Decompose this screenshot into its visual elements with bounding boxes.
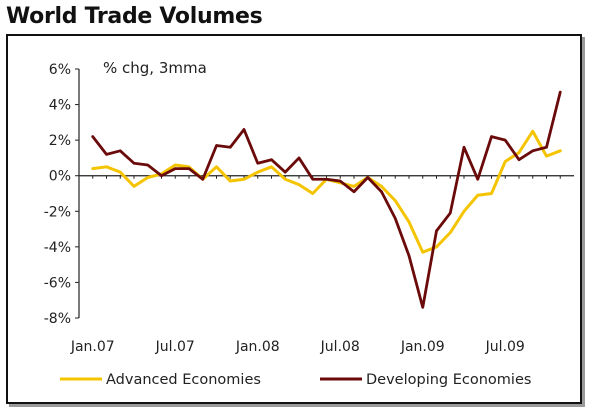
- data-point-developing-economies: [284, 170, 287, 174]
- line-chart: 6%4%2%0%-2%-4%-6%-8% Jan.07 Jul.07 Jan.08 J…: [44, 59, 574, 388]
- data-point-developing-economies: [407, 254, 411, 257]
- chart-series: [91, 90, 562, 309]
- data-point-developing-economies: [449, 211, 452, 215]
- chart-axes: [78, 69, 574, 318]
- data-point-advanced-economies: [146, 176, 149, 179]
- data-point-developing-economies: [297, 156, 301, 160]
- data-point-advanced-economies: [462, 210, 466, 213]
- data-point-developing-economies: [201, 178, 204, 181]
- y-tick-label: -6%: [44, 275, 71, 291]
- data-point-developing-economies: [531, 149, 534, 153]
- data-point-advanced-economies: [380, 185, 383, 188]
- data-point-developing-economies: [229, 146, 232, 149]
- data-point-developing-economies: [435, 229, 438, 233]
- x-tick-label: Jul.08: [320, 339, 360, 355]
- data-point-advanced-economies: [105, 165, 108, 169]
- data-point-advanced-economies: [270, 165, 273, 169]
- data-point-advanced-economies: [132, 185, 136, 188]
- y-tick-label: 4%: [49, 98, 71, 114]
- x-tick-label: Jul.07: [155, 339, 195, 355]
- chart-subtitle: % chg, 3mma: [103, 59, 207, 77]
- data-point-advanced-economies: [531, 130, 534, 133]
- data-point-advanced-economies: [242, 178, 246, 181]
- data-point-advanced-economies: [476, 194, 479, 197]
- x-tick-label: Jan.07: [70, 339, 115, 355]
- data-point-developing-economies: [105, 153, 108, 156]
- legend-label-advanced-economies: Advanced Economies: [106, 372, 261, 388]
- data-point-developing-economies: [325, 178, 328, 181]
- data-point-developing-economies: [421, 306, 424, 309]
- data-point-developing-economies: [119, 149, 122, 153]
- data-point-advanced-economies: [435, 245, 438, 249]
- data-point-developing-economies: [187, 167, 191, 170]
- data-point-advanced-economies: [174, 163, 177, 167]
- data-point-developing-economies: [559, 90, 562, 94]
- data-point-developing-economies: [160, 174, 163, 177]
- data-point-advanced-economies: [449, 231, 452, 234]
- y-tick-label: 2%: [49, 133, 71, 149]
- data-point-advanced-economies: [311, 192, 314, 195]
- chart-legend: Advanced Economies Developing Economies: [60, 372, 531, 388]
- data-point-developing-economies: [256, 162, 259, 165]
- data-point-advanced-economies: [559, 149, 562, 153]
- data-point-developing-economies: [242, 128, 246, 131]
- series-line-developing-economies: [91, 90, 562, 309]
- data-point-advanced-economies: [229, 179, 232, 183]
- data-point-developing-economies: [132, 162, 136, 165]
- chart-frame: 6% 4% 2% 0% -2% -4% -6% -8% Jan.07 Jul.07 Jan.08 J…: [6, 34, 582, 404]
- data-point-developing-economies: [504, 138, 507, 142]
- data-point-advanced-economies: [394, 199, 397, 202]
- y-tick-label: -2%: [44, 204, 71, 220]
- x-tick-label: Jan.09: [400, 339, 445, 355]
- data-point-advanced-economies: [407, 220, 411, 224]
- data-point-developing-economies: [339, 179, 342, 183]
- legend-label-developing-economies: Developing Economies: [366, 372, 531, 388]
- data-point-developing-economies: [352, 190, 356, 193]
- data-point-developing-economies: [91, 135, 94, 138]
- data-point-developing-economies: [462, 146, 466, 149]
- data-point-developing-economies: [517, 158, 521, 161]
- data-point-developing-economies: [311, 178, 314, 181]
- data-point-advanced-economies: [421, 250, 424, 254]
- data-point-developing-economies: [394, 217, 397, 220]
- data-point-advanced-economies: [352, 185, 356, 188]
- data-point-advanced-economies: [91, 167, 94, 170]
- data-point-advanced-economies: [517, 151, 521, 154]
- data-point-advanced-economies: [215, 165, 218, 169]
- data-point-advanced-economies: [545, 154, 548, 158]
- data-point-developing-economies: [545, 146, 548, 149]
- data-point-advanced-economies: [490, 192, 493, 195]
- data-point-developing-economies: [490, 135, 493, 138]
- y-tick-label: -4%: [44, 240, 71, 256]
- data-point-advanced-economies: [119, 170, 122, 174]
- y-tick-label: 6%: [49, 62, 71, 78]
- data-point-developing-economies: [380, 190, 383, 193]
- series-line-advanced-economies: [91, 129, 562, 254]
- y-tick-label: -8%: [44, 311, 71, 327]
- data-point-advanced-economies: [297, 183, 301, 186]
- y-tick-label: 0%: [49, 169, 71, 185]
- data-point-advanced-economies: [256, 170, 259, 174]
- data-point-developing-economies: [270, 158, 273, 161]
- x-axis-ticks: Jan.07 Jul.07 Jan.08 Jul.08 Jan.09 Jul.09: [70, 175, 561, 355]
- x-tick-label: Jan.08: [235, 339, 280, 355]
- data-point-advanced-economies: [504, 160, 507, 163]
- data-point-developing-economies: [146, 163, 149, 167]
- data-point-developing-economies: [215, 144, 218, 147]
- x-tick-label: Jul.09: [485, 339, 525, 355]
- chart-title: World Trade Volumes: [6, 4, 263, 29]
- y-axis-ticks: 6% 4% 2% 0% -2% -4% -6% -8%: [44, 62, 79, 327]
- data-point-developing-economies: [174, 167, 177, 170]
- data-point-advanced-economies: [284, 178, 287, 181]
- data-point-developing-economies: [476, 178, 479, 181]
- data-point-developing-economies: [366, 176, 369, 179]
